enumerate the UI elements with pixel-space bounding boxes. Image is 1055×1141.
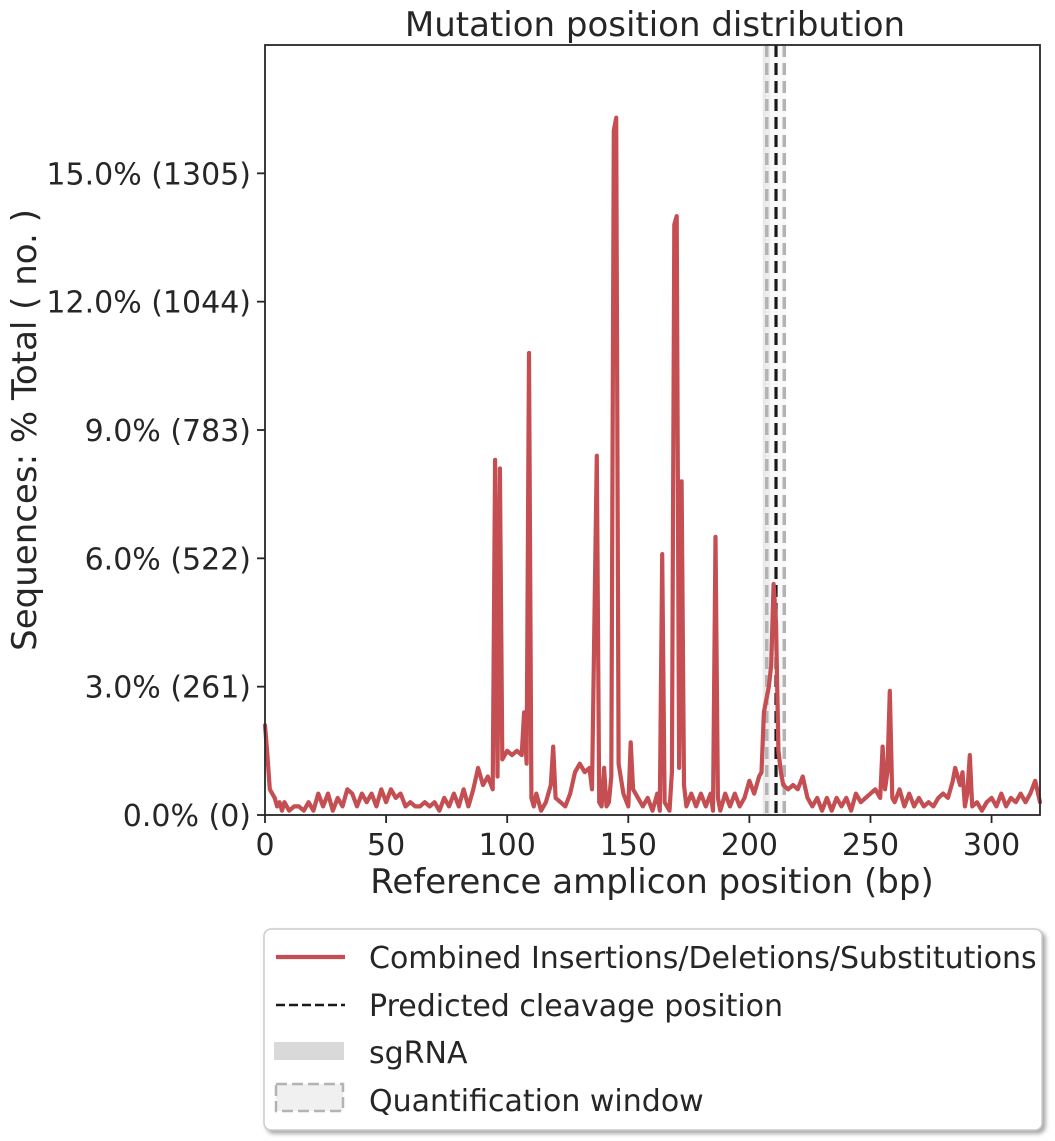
overlays: [762, 45, 787, 815]
x-axis-label: Reference amplicon position (bp): [370, 862, 933, 902]
x-tick-label-0: 0: [255, 828, 274, 863]
x-axis-ticks: 0 50 100 150 200 250 300: [255, 815, 1020, 863]
y-tick-label-12: 12.0% (1044): [46, 286, 251, 321]
y-axis-ticks: 0.0% (0) 3.0% (261) 6.0% (522) 9.0% (783) 12…: [46, 157, 265, 834]
legend-label-0: Combined Insertions/Deletions/Substituti…: [369, 941, 1037, 976]
legend-frame: [263, 928, 1043, 1131]
y-tick-label-6: 6.0% (522): [85, 542, 251, 577]
legend-swatch-band: [274, 1042, 344, 1060]
y-axis-label: Sequences: % Total ( no. ): [5, 209, 45, 651]
x-tick-label-300: 300: [963, 828, 1020, 863]
y-tick-label-3: 3.0% (261): [85, 671, 251, 706]
y-tick-label-0: 0.0% (0): [123, 799, 251, 834]
chart-title: Mutation position distribution: [405, 5, 905, 45]
series-layer: [262, 115, 1043, 813]
series-line-0: [262, 115, 1043, 813]
legend-label-2: sgRNA: [369, 1036, 468, 1071]
legend-items: Combined Insertions/Deletions/Substituti…: [274, 941, 1037, 1119]
x-tick-label-150: 150: [600, 828, 657, 863]
legend: Combined Insertions/Deletions/Substituti…: [263, 928, 1043, 1131]
x-tick-label-50: 50: [367, 828, 405, 863]
legend-swatch-box: [274, 1082, 345, 1113]
legend-label-3: Quantification window: [369, 1084, 704, 1119]
legend-label-1: Predicted cleavage position: [369, 989, 783, 1024]
x-tick-label-250: 250: [842, 828, 899, 863]
y-tick-label-15: 15.0% (1305): [46, 157, 251, 192]
plot-frame: [264, 44, 1041, 816]
y-tick-label-9: 9.0% (783): [85, 414, 251, 449]
x-tick-label-200: 200: [721, 828, 778, 863]
x-tick-label-100: 100: [479, 828, 536, 863]
